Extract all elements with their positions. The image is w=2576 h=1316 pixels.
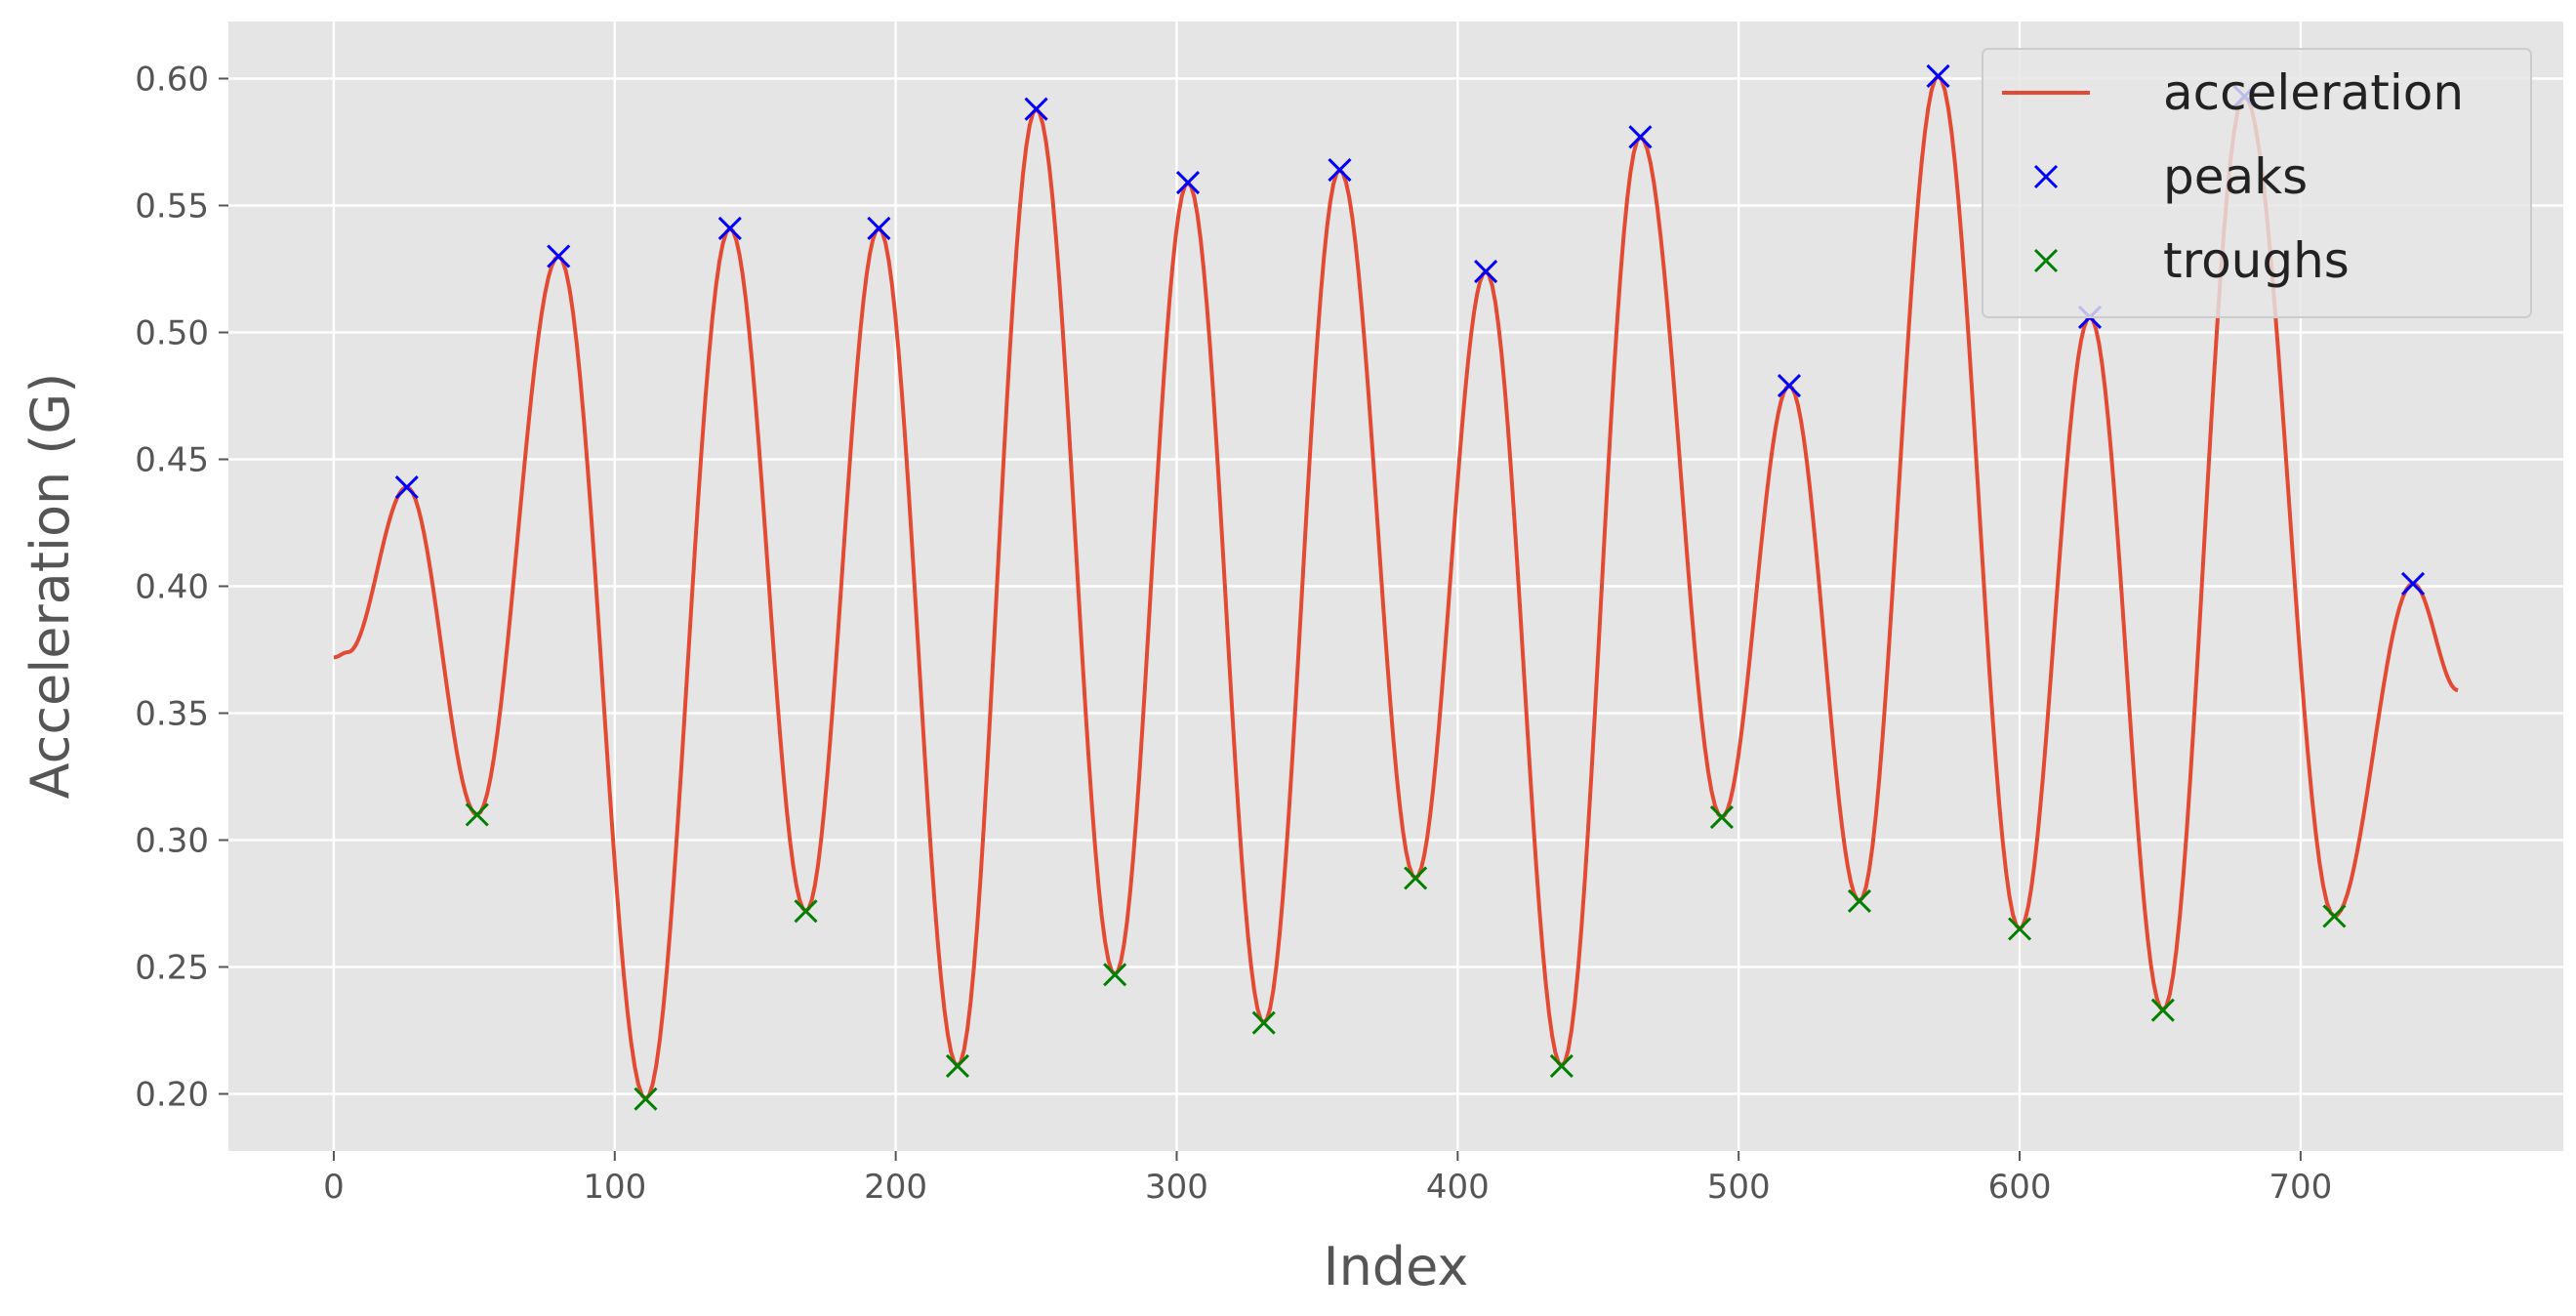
peaks-point xyxy=(867,216,891,240)
y-tick-label: 0.55 xyxy=(135,187,209,226)
legend-label: troughs xyxy=(2163,232,2350,289)
x-tick-label: 200 xyxy=(864,1168,927,1207)
peaks-point xyxy=(1777,374,1802,398)
troughs-point xyxy=(1404,866,1428,890)
y-tick-label: 0.40 xyxy=(135,568,209,607)
troughs-point xyxy=(634,1087,658,1111)
peaks-point xyxy=(1474,260,1498,284)
x-tick-label: 0 xyxy=(323,1168,345,1207)
x-tick-label: 700 xyxy=(2269,1168,2332,1207)
legend-label: acceleration xyxy=(2163,64,2464,121)
troughs-point xyxy=(2322,904,2347,928)
peaks-point xyxy=(717,216,742,240)
markers-troughs xyxy=(465,802,2347,1111)
legend: acceleration peaks troughs xyxy=(1982,48,2532,318)
y-tick-label: 0.50 xyxy=(135,314,209,353)
troughs-point xyxy=(945,1053,970,1078)
x-tick-label: 600 xyxy=(1988,1168,2052,1207)
troughs-point xyxy=(465,802,489,827)
peaks-point xyxy=(1328,158,1352,183)
troughs-point xyxy=(794,899,818,924)
y-tick-label: 0.45 xyxy=(135,441,209,480)
grid xyxy=(228,21,2563,1151)
troughs-point xyxy=(1103,963,1127,987)
legend-item-troughs: troughs xyxy=(2033,232,2350,289)
y-tick-label: 0.30 xyxy=(135,822,209,861)
peaks-point xyxy=(1628,125,1653,149)
y-tick-label: 0.60 xyxy=(135,61,209,100)
y-tick-label: 0.35 xyxy=(135,695,209,734)
series-line xyxy=(332,73,2459,1101)
troughs-point xyxy=(1251,1010,1276,1035)
y-axis-title: Acceleration (G) xyxy=(20,373,81,800)
y-tick-label: 0.25 xyxy=(135,949,209,988)
x-tick-label: 500 xyxy=(1707,1168,1771,1207)
x-axis: 0 100 200 300 400 500 600 700 xyxy=(323,1151,2332,1207)
series-acceleration xyxy=(332,73,2459,1101)
legend-swatch xyxy=(2033,248,2059,273)
legend-box xyxy=(1982,48,2532,318)
peaks-point xyxy=(1926,63,1950,88)
troughs-point xyxy=(2007,917,2032,941)
peaks-point xyxy=(394,475,419,500)
troughs-point xyxy=(1709,805,1734,830)
troughs-point xyxy=(1847,888,1872,913)
peaks-point xyxy=(1024,97,1048,121)
troughs-point xyxy=(1549,1053,1574,1078)
legend-label: peaks xyxy=(2163,148,2308,205)
peaks-point xyxy=(547,244,571,268)
troughs-point xyxy=(2150,998,2175,1022)
y-tick-label: 0.20 xyxy=(135,1076,209,1115)
x-axis-title: Index xyxy=(1324,1236,1469,1297)
x-tick-label: 300 xyxy=(1145,1168,1208,1207)
peaks-point xyxy=(2400,571,2426,596)
legend-item-acceleration: acceleration xyxy=(2002,64,2464,121)
x-tick-label: 100 xyxy=(583,1168,646,1207)
legend-swatch xyxy=(2033,164,2059,189)
y-axis: 0.20 0.25 0.30 0.35 0.40 0.45 0.50 0.55 0.60 xyxy=(135,61,228,1115)
legend-item-peaks: peaks xyxy=(2033,148,2308,205)
peaks-point xyxy=(1175,171,1201,195)
x-tick-label: 400 xyxy=(1426,1168,1490,1207)
